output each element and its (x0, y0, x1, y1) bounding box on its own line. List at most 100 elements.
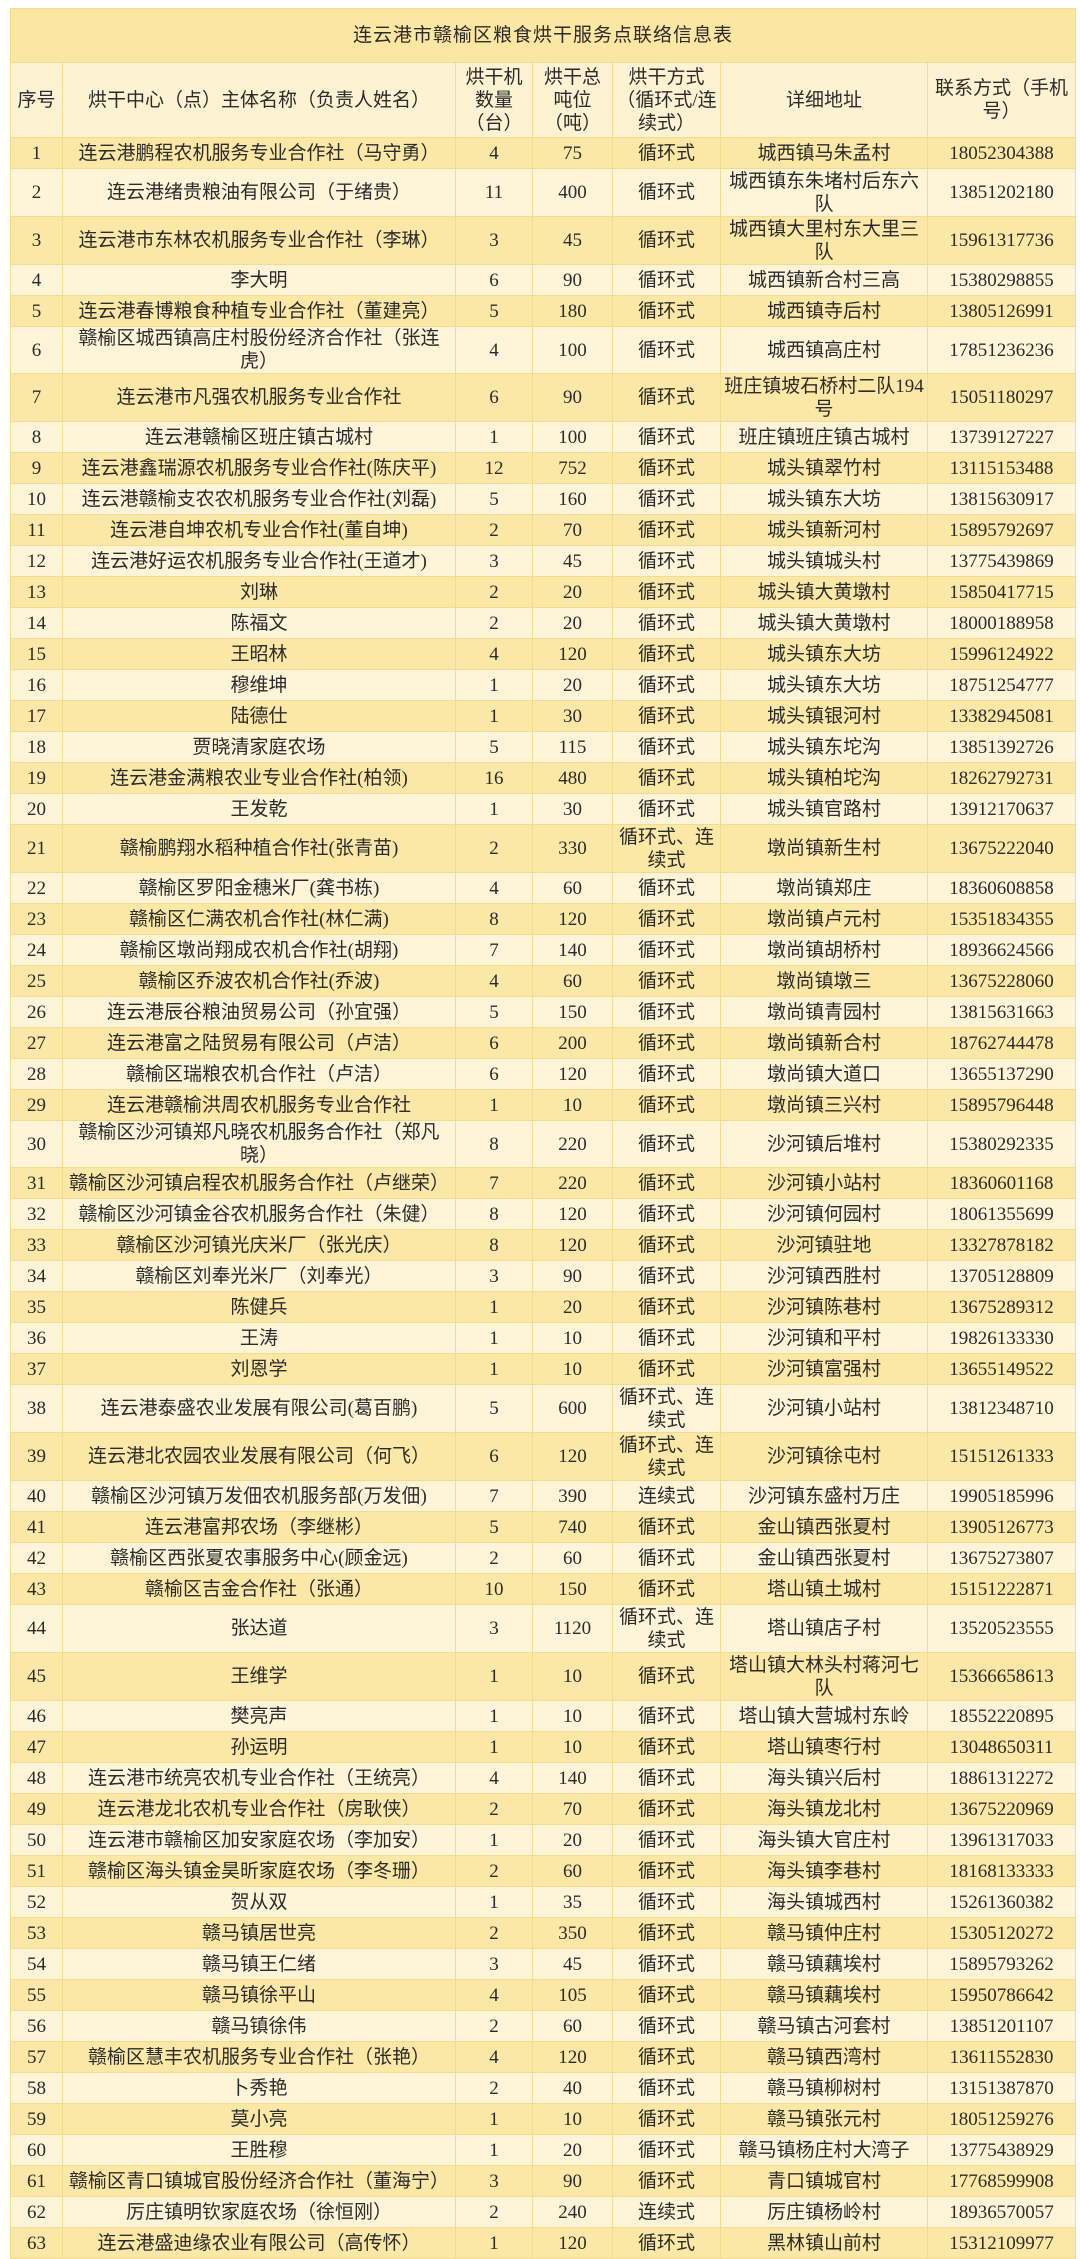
cell-machine-count: 2 (455, 2010, 533, 2042)
table-row: 5 连云港春博粮食种植专业合作社（董建亮） 5 180 循环式 城西镇寺后村 1380512… (10, 295, 1077, 327)
cell-phone: 15312109977 (926, 2227, 1077, 2259)
cell-tonnage: 220 (532, 1120, 613, 1168)
table-row: 59 莫小亮 1 10 循环式 赣马镇张元村 18051259276 (10, 2103, 1077, 2135)
table-row: 31 赣榆区沙河镇启程农机服务合作社（卢继荣） 7 220 循环式 沙河镇小站村 18360… (10, 1167, 1077, 1199)
cell-phone: 15996124922 (926, 638, 1077, 670)
cell-address: 墩尚镇新生村 (720, 824, 928, 873)
table-row: 7 连云港市凡强农机服务专业合作社 6 90 循环式 班庄镇坡石桥村二队194号 15051… (10, 373, 1077, 422)
cell-phone: 18360608858 (926, 872, 1077, 904)
cell-method: 循环式 (612, 1886, 721, 1918)
cell-name: 赣榆区瑞粮农机合作社（卢洁） (62, 1058, 456, 1090)
cell-name: 连云港盛迪缘农业有限公司（高传怀） (62, 2227, 456, 2259)
cell-phone: 13705128809 (926, 1260, 1077, 1292)
cell-machine-count: 2 (455, 824, 533, 873)
cell-name: 连云港自坤农机专业合作社(董自坤) (62, 514, 456, 546)
cell-phone: 15850417715 (926, 576, 1077, 608)
cell-tonnage: 60 (532, 965, 613, 997)
cell-method: 循环式 (612, 326, 721, 374)
cell-name: 连云港春博粮食种植专业合作社（董建亮） (62, 295, 456, 327)
cell-method: 循环式 (612, 373, 721, 422)
cell-phone: 13675273807 (926, 1542, 1077, 1574)
table-row: 47 孙运明 1 10 循环式 塔山镇枣行村 13048650311 (10, 1731, 1077, 1763)
cell-machine-count: 10 (455, 1573, 533, 1605)
cell-phone: 13382945081 (926, 700, 1077, 732)
cell-machine-count: 1 (455, 1886, 533, 1918)
table-row: 26 连云港辰谷粮油贸易公司（孙宜强） 5 150 循环式 墩尚镇青园村 138156316… (10, 996, 1077, 1028)
cell-tonnage: 30 (532, 793, 613, 825)
cell-index: 23 (10, 903, 63, 935)
cell-address: 城西镇寺后村 (720, 295, 928, 327)
cell-address: 海头镇城西村 (720, 1886, 928, 1918)
cell-address: 城头镇城头村 (720, 545, 928, 577)
cell-method: 循环式 (612, 1542, 721, 1574)
cell-name: 连云港赣榆区班庄镇古城村 (62, 421, 456, 453)
cell-phone: 15380292335 (926, 1120, 1077, 1168)
cell-phone: 18061355699 (926, 1198, 1077, 1230)
table-row: 44 张达道 3 1120 循环式、连续式 塔山镇店子村 13520523555 (10, 1604, 1077, 1653)
cell-phone: 13815630917 (926, 483, 1077, 515)
cell-machine-count: 1 (455, 1322, 533, 1354)
cell-name: 赣马镇王仁绪 (62, 1948, 456, 1980)
cell-name: 连云港好运农机服务专业合作社(王道才) (62, 545, 456, 577)
cell-method: 循环式 (612, 216, 721, 265)
cell-method: 循环式 (612, 264, 721, 296)
cell-index: 45 (10, 1652, 63, 1701)
cell-index: 6 (10, 326, 63, 374)
table-row: 29 连云港赣榆洪周农机服务专业合作社 1 10 循环式 墩尚镇三兴村 1589579644… (10, 1089, 1077, 1121)
cell-address: 金山镇西张夏村 (720, 1542, 928, 1574)
cell-index: 3 (10, 216, 63, 265)
cell-name: 王发乾 (62, 793, 456, 825)
cell-machine-count: 2 (455, 1542, 533, 1574)
table-row: 32 赣榆区沙河镇金谷农机服务合作社（朱健） 8 120 循环式 沙河镇何园村 180613… (10, 1198, 1077, 1230)
cell-method: 循环式 (612, 2010, 721, 2042)
cell-machine-count: 4 (455, 965, 533, 997)
cell-phone: 18262792731 (926, 762, 1077, 794)
cell-address: 沙河镇和平村 (720, 1322, 928, 1354)
cell-index: 11 (10, 514, 63, 546)
cell-machine-count: 5 (455, 483, 533, 515)
cell-method: 循环式 (612, 1762, 721, 1794)
table-row: 27 连云港富之陆贸易有限公司（卢洁） 6 200 循环式 墩尚镇新合村 187627444… (10, 1027, 1077, 1059)
cell-index: 32 (10, 1198, 63, 1230)
cell-address: 赣马镇西湾村 (720, 2041, 928, 2073)
table-row: 46 樊亮声 1 10 循环式 塔山镇大营城村东岭 18552220895 (10, 1700, 1077, 1732)
cell-phone: 15051180297 (926, 373, 1077, 422)
cell-machine-count: 1 (455, 1353, 533, 1385)
cell-name: 赣榆区罗阳金穗米厂(龚书栋) (62, 872, 456, 904)
cell-machine-count: 3 (455, 1604, 533, 1653)
cell-machine-count: 5 (455, 996, 533, 1028)
cell-index: 55 (10, 1979, 63, 2011)
table-row: 28 赣榆区瑞粮农机合作社（卢洁） 6 120 循环式 墩尚镇大道口 13655137290 (10, 1058, 1077, 1090)
cell-machine-count: 3 (455, 216, 533, 265)
cell-tonnage: 60 (532, 2010, 613, 2042)
table-row: 53 赣马镇居世亮 2 350 循环式 赣马镇仲庄村 15305120272 (10, 1917, 1077, 1949)
cell-machine-count: 1 (455, 2103, 533, 2135)
cell-machine-count: 2 (455, 2072, 533, 2104)
cell-address: 城头镇银河村 (720, 700, 928, 732)
cell-method: 循环式 (612, 1260, 721, 1292)
cell-tonnage: 120 (532, 638, 613, 670)
cell-tonnage: 240 (532, 2196, 613, 2228)
cell-machine-count: 5 (455, 1384, 533, 1433)
cell-phone: 19905185996 (926, 1480, 1077, 1512)
col-header-machine-count: 烘干机数量（台） (455, 62, 533, 138)
cell-index: 26 (10, 996, 63, 1028)
cell-method: 循环式 (612, 1573, 721, 1605)
cell-phone: 13775439869 (926, 545, 1077, 577)
table-row: 23 赣榆区仁满农机合作社(林仁满) 8 120 循环式 墩尚镇卢元村 1535183435… (10, 903, 1077, 935)
cell-tonnage: 140 (532, 1762, 613, 1794)
cell-machine-count: 3 (455, 2165, 533, 2197)
cell-method: 循环式 (612, 1824, 721, 1856)
cell-index: 57 (10, 2041, 63, 2073)
table-row: 40 赣榆区沙河镇万发佃农机服务部(万发佃) 7 390 连续式 沙河镇东盛村万庄 1990… (10, 1480, 1077, 1512)
cell-method: 循环式 (612, 1511, 721, 1543)
cell-name: 连云港鑫瑞源农机服务专业合作社(陈庆平) (62, 452, 456, 484)
cell-phone: 13611552830 (926, 2041, 1077, 2073)
cell-tonnage: 120 (532, 1229, 613, 1261)
cell-address: 城西镇新合村三高 (720, 264, 928, 296)
cell-name: 连云港市统亮农机专业合作社（王统亮） (62, 1762, 456, 1794)
cell-tonnage: 20 (532, 669, 613, 701)
table-row: 17 陆德仕 1 30 循环式 城头镇银河村 13382945081 (10, 700, 1077, 732)
cell-tonnage: 10 (532, 1322, 613, 1354)
cell-machine-count: 7 (455, 1480, 533, 1512)
